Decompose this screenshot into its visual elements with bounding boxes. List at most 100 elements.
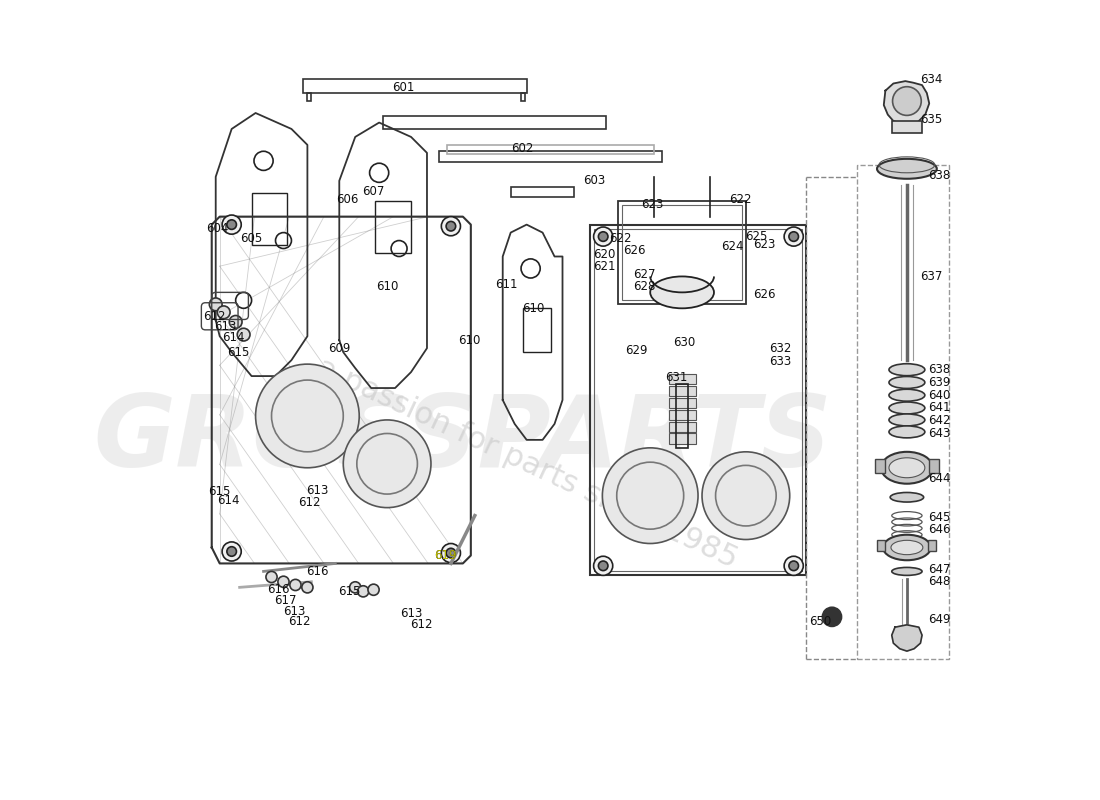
Bar	[669, 386, 696, 396]
Bar	[669, 422, 696, 432]
Circle shape	[447, 222, 455, 231]
Text: 619: 619	[434, 549, 456, 562]
Circle shape	[227, 220, 236, 230]
Ellipse shape	[650, 277, 714, 308]
Text: 615: 615	[209, 485, 231, 498]
Ellipse shape	[892, 567, 922, 575]
Text: 631: 631	[666, 371, 688, 384]
Bar	[521, 93, 525, 101]
Ellipse shape	[881, 452, 933, 484]
Bar	[383, 116, 606, 129]
Text: GROSSPARTS: GROSSPARTS	[94, 391, 833, 488]
Text: 613: 613	[283, 605, 305, 618]
Text: 610: 610	[458, 334, 481, 346]
Bar	[874, 459, 884, 474]
Circle shape	[447, 548, 455, 558]
Circle shape	[290, 579, 301, 590]
Bar	[669, 374, 696, 384]
Circle shape	[222, 215, 241, 234]
Circle shape	[603, 448, 698, 543]
Text: 615: 615	[227, 346, 250, 358]
Ellipse shape	[883, 534, 931, 560]
Circle shape	[784, 227, 803, 246]
Ellipse shape	[889, 364, 925, 376]
Bar	[307, 93, 311, 101]
Bar	[858, 165, 949, 659]
Circle shape	[702, 452, 790, 539]
Circle shape	[222, 542, 241, 561]
Bar	[669, 434, 696, 444]
Ellipse shape	[889, 426, 925, 438]
Text: 645: 645	[928, 511, 950, 525]
Bar	[510, 187, 574, 197]
Bar	[522, 308, 551, 352]
Circle shape	[218, 306, 230, 318]
Bar	[375, 201, 411, 253]
Text: a passion for parts since 1985: a passion for parts since 1985	[311, 353, 741, 574]
Bar	[439, 151, 662, 162]
Ellipse shape	[889, 377, 925, 389]
Text: 635: 635	[921, 113, 943, 126]
Circle shape	[255, 364, 360, 468]
Text: 628: 628	[634, 280, 656, 294]
Text: 622: 622	[609, 233, 632, 246]
Bar	[623, 205, 741, 300]
Text: 615: 615	[339, 585, 361, 598]
Text: 610: 610	[376, 280, 398, 294]
Text: 614: 614	[217, 494, 240, 507]
Circle shape	[343, 420, 431, 508]
Circle shape	[598, 561, 608, 570]
Text: 626: 626	[754, 288, 776, 302]
Bar	[878, 539, 886, 551]
Text: 630: 630	[673, 336, 695, 349]
Text: 604: 604	[206, 222, 229, 235]
Polygon shape	[892, 625, 922, 651]
Text: 625: 625	[745, 230, 768, 243]
Text: 629: 629	[626, 344, 648, 357]
Ellipse shape	[890, 493, 924, 502]
Text: 646: 646	[928, 522, 950, 536]
Text: 643: 643	[928, 427, 950, 440]
Text: 613: 613	[307, 484, 329, 498]
Text: 647: 647	[928, 562, 950, 575]
Text: 648: 648	[928, 575, 950, 588]
Circle shape	[441, 543, 461, 562]
Text: 620: 620	[594, 249, 616, 262]
Text: 613: 613	[399, 607, 422, 620]
Circle shape	[594, 227, 613, 246]
Text: 617: 617	[275, 594, 297, 607]
Bar	[669, 398, 696, 408]
Circle shape	[227, 546, 236, 556]
Circle shape	[892, 86, 922, 115]
Bar	[591, 225, 805, 575]
Bar	[594, 229, 802, 571]
Bar	[304, 78, 527, 93]
Text: 613: 613	[214, 320, 236, 333]
Text: 640: 640	[928, 389, 950, 402]
Circle shape	[275, 233, 292, 249]
Text: 605: 605	[241, 233, 263, 246]
Text: 626: 626	[623, 244, 646, 257]
Text: 623: 623	[754, 238, 776, 251]
Text: 612: 612	[298, 495, 321, 509]
Text: 616: 616	[307, 565, 329, 578]
Text: 642: 642	[928, 414, 950, 427]
Circle shape	[266, 571, 277, 582]
Circle shape	[392, 241, 407, 257]
Text: 624: 624	[722, 241, 744, 254]
Circle shape	[594, 556, 613, 575]
Bar	[927, 539, 936, 551]
Text: 606: 606	[337, 193, 359, 206]
Text: 616: 616	[266, 583, 289, 596]
Text: 612: 612	[288, 615, 310, 628]
Text: 612: 612	[410, 618, 432, 631]
Circle shape	[370, 163, 388, 182]
Text: 622: 622	[729, 193, 751, 206]
Circle shape	[254, 151, 273, 170]
Ellipse shape	[889, 414, 925, 426]
Bar	[618, 201, 746, 304]
Ellipse shape	[891, 540, 923, 554]
Text: 612: 612	[202, 310, 226, 322]
Circle shape	[368, 584, 379, 595]
Text: 611: 611	[495, 278, 518, 291]
